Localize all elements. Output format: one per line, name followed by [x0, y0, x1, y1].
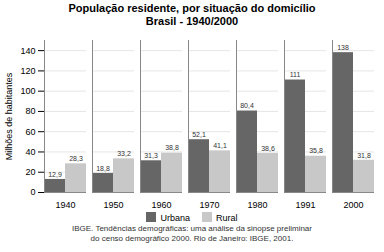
svg-text:35,8: 35,8 [309, 147, 323, 154]
svg-text:31,3: 31,3 [144, 152, 158, 159]
svg-text:111: 111 [290, 71, 301, 78]
html-text:Rural: Rural [216, 213, 238, 223]
html-text:Urbana: Urbana [160, 213, 190, 223]
svg-text:60: 60 [25, 127, 35, 137]
svg-text:28,3: 28,3 [69, 155, 83, 162]
svg-text:1960: 1960 [151, 200, 171, 210]
html-text:IBGE. Tendências demográficas:: IBGE. Tendências demográficas: uma análi… [72, 224, 312, 233]
svg-text:80: 80 [25, 106, 35, 116]
svg-text:52,1: 52,1 [192, 131, 206, 138]
svg-text:100: 100 [20, 86, 35, 96]
svg-text:38,6: 38,6 [261, 145, 275, 152]
svg-text:18,8: 18,8 [96, 165, 110, 172]
svg-text:20: 20 [25, 167, 35, 177]
html-text:Brasil - 1940/2000: Brasil - 1940/2000 [145, 15, 239, 27]
svg-text:1991: 1991 [295, 200, 315, 210]
svg-text:120: 120 [20, 66, 35, 76]
svg-text:12,9: 12,9 [48, 171, 62, 178]
html-text:População residente, por situa: População residente, por situação do dom… [68, 2, 316, 14]
svg-text:2000: 2000 [343, 200, 363, 210]
html-text:do censo demográfico 2000. Rio: do censo demográfico 2000. Rio de Janeir… [90, 234, 294, 243]
svg-text:40: 40 [25, 147, 35, 157]
svg-text:140: 140 [20, 46, 35, 56]
svg-text:Milhões de habitantes: Milhões de habitantes [4, 72, 14, 160]
svg-text:138: 138 [337, 44, 349, 51]
svg-text:1950: 1950 [103, 200, 123, 210]
svg-text:1980: 1980 [247, 200, 267, 210]
svg-text:0: 0 [30, 187, 35, 197]
svg-text:80,4: 80,4 [240, 102, 254, 109]
svg-text:33,2: 33,2 [117, 150, 131, 157]
svg-text:31,8: 31,8 [357, 152, 371, 159]
svg-text:38,8: 38,8 [165, 144, 179, 151]
svg-text:1940: 1940 [55, 200, 75, 210]
svg-text:41,1: 41,1 [213, 142, 227, 149]
svg-text:1970: 1970 [199, 200, 219, 210]
